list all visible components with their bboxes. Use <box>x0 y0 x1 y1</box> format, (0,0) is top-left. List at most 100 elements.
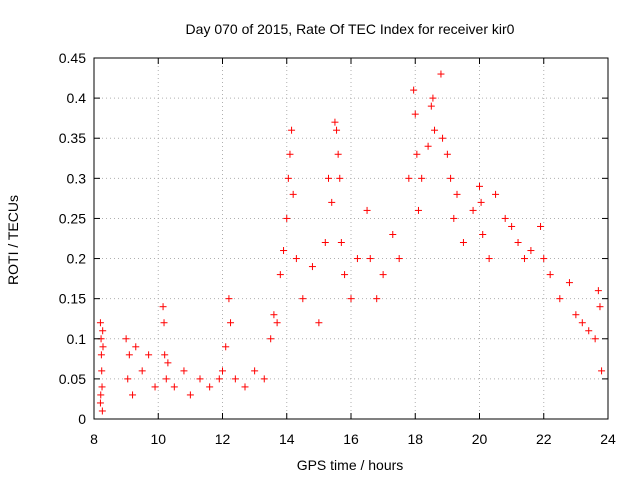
data-point <box>280 247 288 255</box>
x-tick-label: 10 <box>150 431 166 447</box>
data-point <box>284 174 292 182</box>
data-point <box>267 335 275 343</box>
data-point <box>227 319 235 327</box>
data-point <box>151 383 159 391</box>
data-point <box>98 367 106 375</box>
data-point <box>379 271 387 279</box>
data-point <box>260 375 268 383</box>
data-point <box>97 391 105 399</box>
data-point <box>122 335 130 343</box>
data-points <box>96 70 606 415</box>
data-point <box>578 319 586 327</box>
data-point <box>429 94 437 102</box>
data-point <box>145 351 153 359</box>
data-point <box>418 174 426 182</box>
y-tick-label: 0.05 <box>59 371 86 387</box>
y-tick-label: 0.25 <box>59 210 86 226</box>
data-point <box>325 174 333 182</box>
data-point <box>336 174 344 182</box>
data-point <box>161 351 169 359</box>
data-point <box>353 255 361 263</box>
data-point <box>331 118 339 126</box>
grid <box>94 58 608 419</box>
data-point <box>315 319 323 327</box>
data-point <box>273 319 281 327</box>
data-point <box>363 206 371 214</box>
data-point <box>99 327 107 335</box>
data-point <box>125 351 133 359</box>
x-axis: 8 10 12 14 16 18 20 22 24 <box>90 58 616 447</box>
x-tick-label: 18 <box>407 431 423 447</box>
y-tick-label: 0.15 <box>59 291 86 307</box>
data-point <box>225 295 233 303</box>
chart-title: Day 070 of 2015, Rate Of TEC Index for r… <box>186 21 515 37</box>
data-point <box>124 375 132 383</box>
data-point <box>520 255 528 263</box>
data-point <box>453 190 461 198</box>
x-tick-label: 24 <box>600 431 616 447</box>
data-point <box>99 343 107 351</box>
data-point <box>405 174 413 182</box>
y-tick-label: 0.45 <box>59 50 86 66</box>
data-point <box>98 383 106 391</box>
data-point <box>129 391 137 399</box>
data-point <box>337 239 345 247</box>
data-point <box>437 70 445 78</box>
data-point <box>431 126 439 134</box>
data-point <box>546 271 554 279</box>
data-point <box>251 367 259 375</box>
data-point <box>424 142 432 150</box>
y-axis: 0 0.05 0.1 0.15 0.2 0.25 0.3 0.35 0.4 0.45 <box>59 50 608 427</box>
data-point <box>308 263 316 271</box>
data-point <box>276 271 284 279</box>
data-point <box>501 214 509 222</box>
x-tick-label: 20 <box>472 431 488 447</box>
x-tick-label: 22 <box>536 431 552 447</box>
data-point <box>341 271 349 279</box>
data-point <box>411 110 419 118</box>
x-tick-label: 16 <box>343 431 359 447</box>
data-point <box>414 206 422 214</box>
data-point <box>413 150 421 158</box>
data-point <box>215 375 223 383</box>
data-point <box>286 150 294 158</box>
data-point <box>321 239 329 247</box>
data-point <box>170 383 178 391</box>
data-point <box>427 102 435 110</box>
data-point <box>347 295 355 303</box>
data-point <box>439 134 447 142</box>
data-point <box>231 375 239 383</box>
data-point <box>334 150 342 158</box>
data-point <box>186 391 194 399</box>
data-point <box>585 327 593 335</box>
data-point <box>565 279 573 287</box>
data-point <box>328 198 336 206</box>
data-point <box>206 383 214 391</box>
data-point <box>485 255 493 263</box>
data-point <box>138 367 146 375</box>
data-point <box>540 255 548 263</box>
data-point <box>333 126 341 134</box>
data-point <box>477 198 485 206</box>
data-point <box>366 255 374 263</box>
data-point <box>596 303 604 311</box>
data-point <box>132 343 140 351</box>
y-axis-label: ROTI / TECUs <box>5 195 21 285</box>
y-tick-label: 0 <box>78 411 86 427</box>
data-point <box>219 367 226 375</box>
data-point <box>283 214 291 222</box>
y-tick-label: 0.4 <box>67 90 87 106</box>
data-point <box>288 126 296 134</box>
data-point <box>160 319 168 327</box>
data-point <box>180 367 188 375</box>
x-tick-label: 12 <box>215 431 231 447</box>
data-point <box>572 311 580 319</box>
data-point <box>97 351 105 359</box>
data-point <box>395 255 403 263</box>
data-point <box>96 319 104 327</box>
x-tick-label: 8 <box>90 431 98 447</box>
data-point <box>292 255 300 263</box>
data-point <box>98 407 106 415</box>
data-point <box>241 383 249 391</box>
